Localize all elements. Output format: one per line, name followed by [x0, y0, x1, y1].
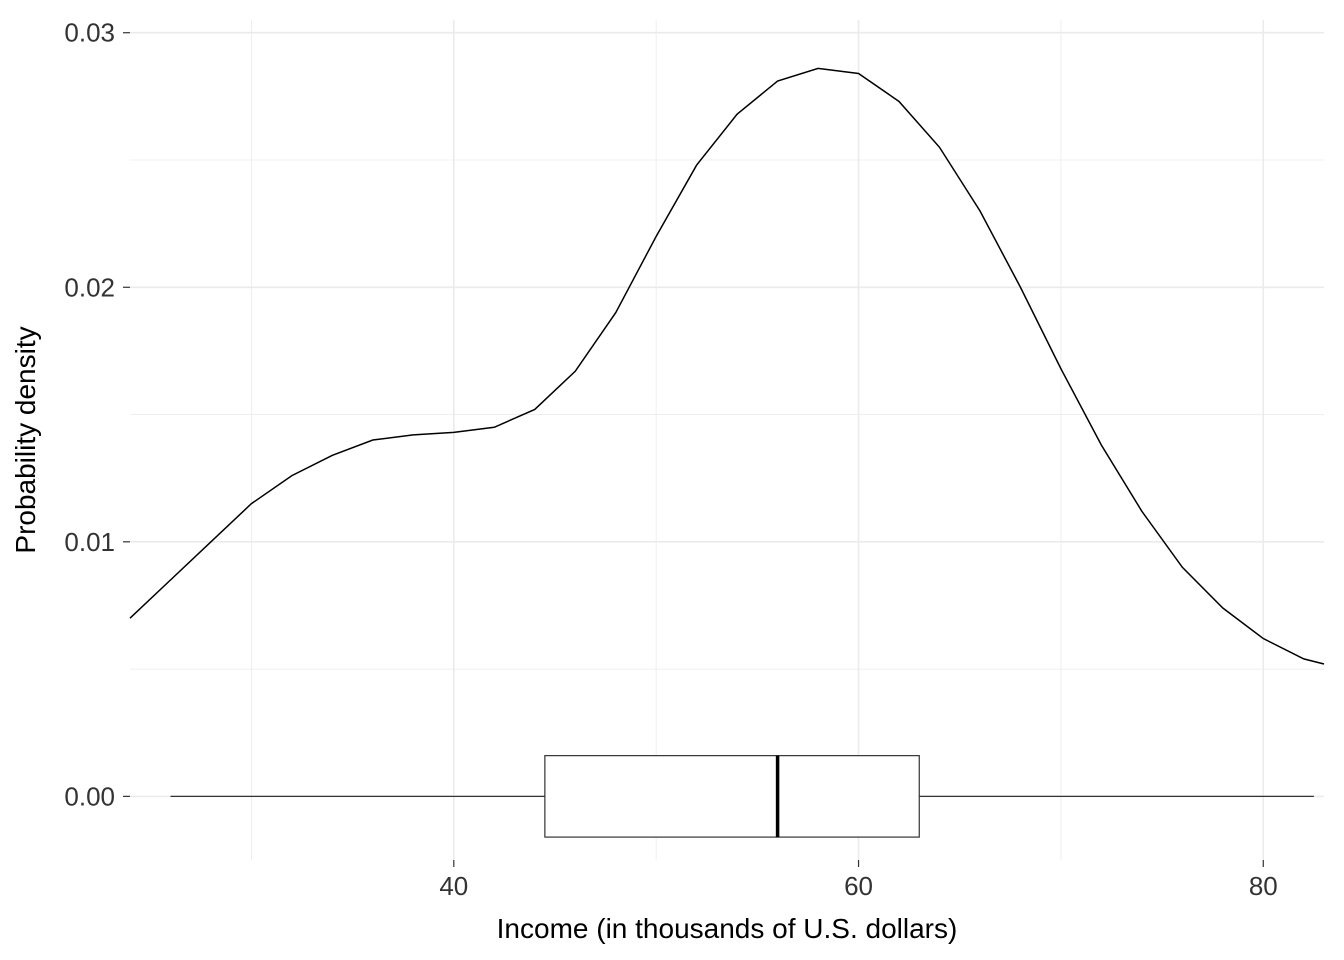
x-tick-label: 80	[1249, 871, 1278, 901]
x-tick-label: 60	[844, 871, 873, 901]
x-tick-label: 40	[439, 871, 468, 901]
density-boxplot-chart: 40 60 80 0.00 0.01 0.02 0.03 Income (in thousan…	[0, 0, 1344, 960]
chart-svg: 40 60 80 0.00 0.01 0.02 0.03 Income (in thousan…	[0, 0, 1344, 960]
y-tick-label: 0.00	[64, 781, 115, 811]
y-axis-label: Probability density	[10, 326, 41, 553]
y-tick-label: 0.03	[64, 18, 115, 48]
y-tick-label: 0.01	[64, 527, 115, 557]
y-tick-label: 0.02	[64, 272, 115, 302]
boxplot-box	[545, 756, 919, 837]
x-axis-label: Income (in thousands of U.S. dollars)	[497, 913, 958, 944]
